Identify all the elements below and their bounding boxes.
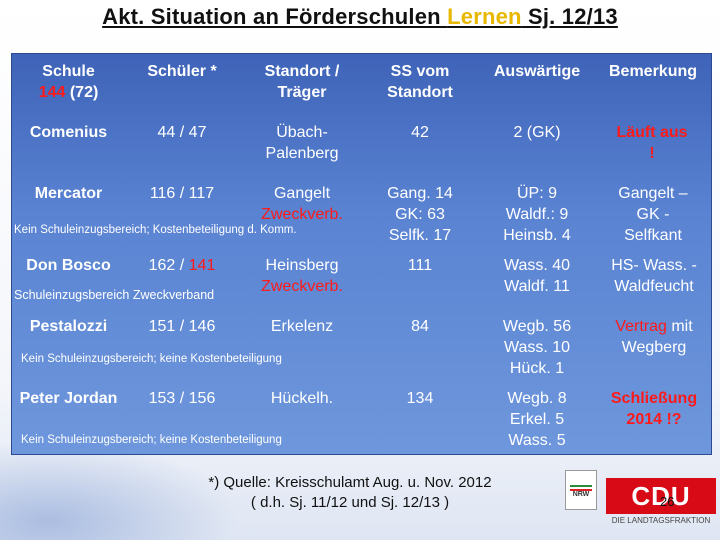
row4-note: Kein Schuleinzugsbereich; keine Kostenbe… [21,353,282,365]
page-number: 26 [660,494,675,509]
header-bemerkung: Bemerkung [608,63,698,80]
header-schueler: Schüler * [147,63,217,80]
row2-schueler: 116 / 117 [149,185,215,202]
row3-bemerkung: HS- Wass. - Waldfeucht [611,257,697,295]
row4-ss: 84 [411,318,429,335]
header-schule: Schule 144 (72) [38,63,99,101]
row5-ss: 134 [406,390,434,407]
row3-auswaertige: Wass. 40 Waldf. 11 [503,257,571,295]
row1-schule: Comenius [29,124,108,141]
background-flag-graphic [0,440,240,540]
row4-schule: Pestalozzi [29,318,108,335]
title-highlight: Lernen [447,4,522,29]
row5-schueler: 153 / 156 [148,390,216,407]
cdu-logo-subtitle: DIE LANDTAGSFRAKTION [611,516,711,525]
row5-standort: Hückelh. [270,390,334,407]
row4-standort: Erkelenz [270,318,334,335]
nrw-flag-icon [570,485,592,491]
row3-standort: Heinsberg Zweckverb. [261,257,343,295]
row4-schueler: 151 / 146 [148,318,216,335]
row5-auswaertige: Wegb. 8 Erkel. 5 Wass. 5 [507,390,567,449]
row1-standort: Übach-Palenberg [265,124,339,162]
row5-note: Kein Schuleinzugsbereich; keine Kostenbe… [21,434,282,446]
row1-schueler: 44 / 47 [157,124,207,141]
row2-ss: Gang. 14 GK: 63 Selfk. 17 [387,185,453,244]
row5-bemerkung: Schließung 2014 !? [610,390,698,428]
schools-table: Schule 144 (72) Schüler * Standort / Trä… [11,53,712,455]
row1-bemerkung: Läuft aus ! [616,124,688,162]
row2-note: Kein Schuleinzugsbereich; Kostenbeteilig… [14,224,297,236]
row3-ss: 111 [407,257,433,274]
row2-bemerkung: Gangelt – GK - Selfkant [618,185,688,244]
source-footnote: *) Quelle: Kreisschulamt Aug. u. Nov. 20… [208,474,492,511]
row1-auswaertige: 2 (GK) [513,124,561,141]
row4-bemerkung: Vertrag mit Wegberg [615,318,693,356]
row2-schule: Mercator [34,185,103,202]
header-standort: Standort / Träger [264,63,340,101]
row4-auswaertige: Wegb. 56 Wass. 10 Hück. 1 [502,318,572,377]
row2-auswaertige: ÜP: 9 Waldf.: 9 Heinsb. 4 [503,185,571,244]
nrw-logo: NRW [565,470,597,510]
page-title: Akt. Situation an Förderschulen Lernen S… [102,4,618,29]
header-ss: SS vom Standort [387,63,453,101]
row3-note: Schuleinzugsbereich Zweckverband [14,288,215,302]
row3-schule: Don Bosco [26,257,111,274]
header-auswaertige: Auswärtige [493,63,581,80]
row1-ss: 42 [411,124,429,141]
row3-schueler: 162 / 141 [148,257,216,274]
row2-standort: Gangelt Zweckverb. [261,185,343,223]
cdu-logo: CDU [606,478,716,514]
row5-schule: Peter Jordan [19,390,118,407]
